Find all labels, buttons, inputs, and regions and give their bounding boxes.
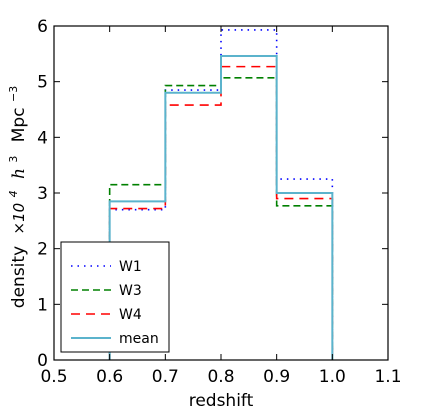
x-axis-title: redshift [189,391,254,411]
ylabel-unit-exp: −3 [7,86,20,102]
ylabel-h-exp: 3 [7,156,20,163]
y-tick-label: 1 [37,295,48,315]
y-tick-label: 3 [37,184,48,204]
series-line-w4 [108,65,334,360]
x-tick-label: 0.5 [40,367,67,387]
legend-box [60,241,170,353]
x-tick-label: 0.7 [152,367,179,387]
legend-label-mean: mean [119,331,159,347]
x-tick-label: 1.0 [319,367,346,387]
x-tick-label: 0.8 [207,367,234,387]
ticks-layer: 0.5 0.6 0.7 0.8 0.9 1.0 1.1 0 1 2 3 4 5 6 [37,17,401,387]
ylabel-factor-exp: 4 [7,190,20,197]
ylabel-unit: Mpc [9,107,29,142]
y-tick-label: 2 [37,240,48,260]
y-tick-label: 4 [37,128,48,148]
x-tick-label: 1.1 [374,367,401,387]
y-tick-label: 6 [37,17,48,37]
y-tick-label: 5 [37,73,48,93]
y-tick-label: 0 [37,351,48,371]
y-axis-title: density ×10 4 h 3 Mpc −3 [2,86,29,308]
svg-text:density ×10 4: density ×10 4 h 3 Mpc −3 [2,86,29,308]
ylabel-h: h [9,168,29,179]
legend-label-w4: W4 [119,307,142,323]
series-line-mean [108,55,334,360]
legend: W1 W3 W4 mean [60,241,170,353]
ylabel-factor: ×10 [10,203,28,235]
legend-label-w3: W3 [119,283,142,299]
x-tick-label: 0.6 [96,367,123,387]
ylabel-density: density [9,246,29,308]
legend-label-w1: W1 [119,259,142,275]
x-tick-label: 0.9 [263,367,290,387]
series-layer [108,29,334,360]
